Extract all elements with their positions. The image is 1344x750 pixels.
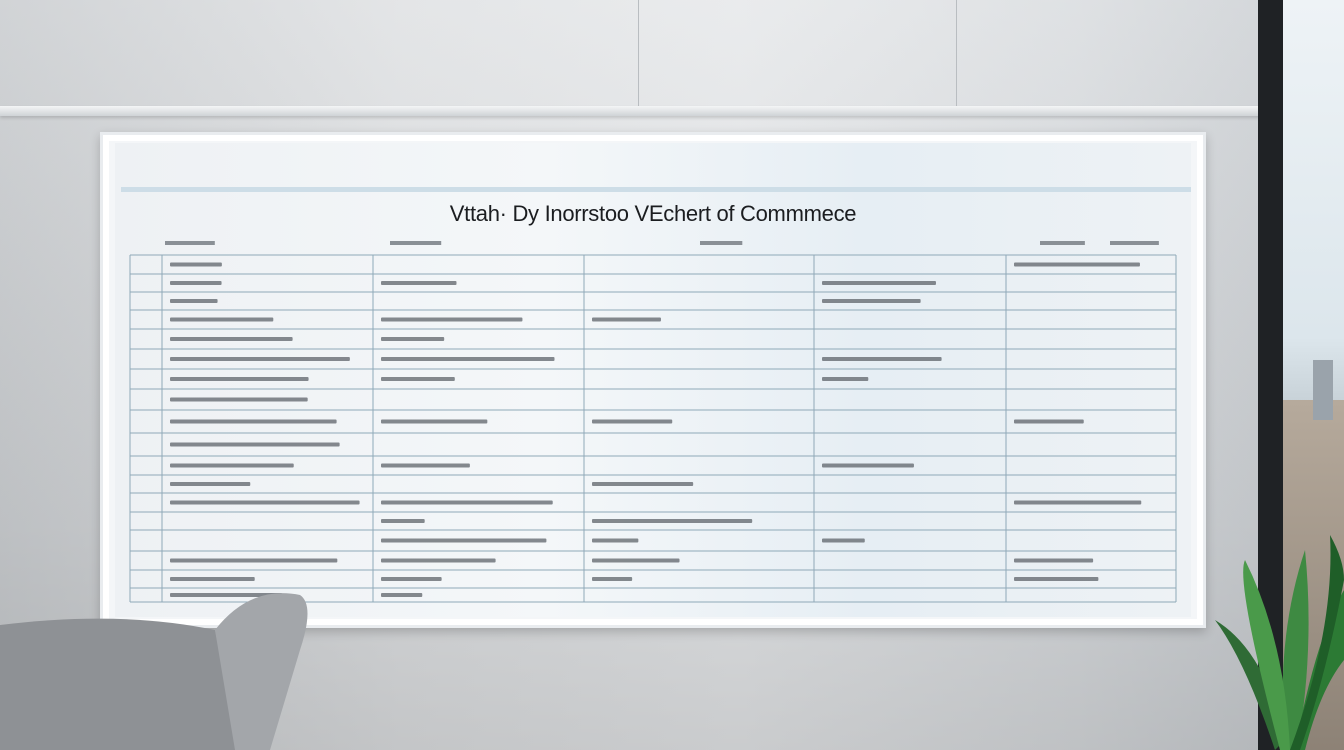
cell-scribble (592, 538, 639, 543)
plant (1215, 535, 1344, 750)
cell-scribble (170, 419, 337, 424)
cell-scribble (381, 500, 553, 505)
cell-scribble (381, 419, 488, 424)
header-scribble (390, 241, 442, 245)
cell-scribble (381, 337, 445, 341)
cell-scribble (170, 593, 283, 597)
cell-scribble (170, 262, 222, 267)
cell-scribble (822, 299, 921, 303)
cell-scribble (822, 538, 865, 543)
cell-scribble (170, 577, 255, 581)
cell-scribble (170, 442, 340, 447)
cell-scribble (170, 482, 251, 486)
top-band (121, 187, 1191, 192)
cell-scribble (381, 593, 423, 597)
cell-scribble (170, 357, 350, 361)
chair (0, 593, 308, 750)
cell-scribble (381, 538, 547, 543)
cell-scribble (381, 463, 470, 468)
cell-scribble (170, 281, 222, 285)
cell-scribble (592, 577, 633, 581)
cell-scribble (381, 281, 457, 285)
cell-scribble (170, 377, 309, 381)
cell-scribble (170, 397, 308, 402)
cell-scribble (1014, 262, 1140, 267)
cell-scribble (592, 482, 694, 486)
cell-scribble (381, 519, 425, 523)
cell-scribble (381, 377, 455, 381)
cell-scribble (822, 463, 914, 468)
cell-scribble (1014, 419, 1084, 424)
header-scribble (700, 241, 743, 245)
cell-scribble (592, 317, 661, 322)
cell-scribble (592, 419, 673, 424)
cell-scribble (170, 317, 274, 322)
cell-scribble (170, 337, 293, 341)
cell-scribble (170, 463, 294, 468)
cell-scribble (592, 519, 753, 523)
hanging-wire (956, 0, 957, 108)
cell-scribble (1014, 558, 1094, 563)
hanging-wire (638, 0, 639, 108)
cell-scribble (822, 377, 869, 381)
tower (1313, 360, 1333, 420)
cell-scribble (822, 281, 936, 285)
header-scribble (1110, 241, 1159, 245)
cell-scribble (381, 558, 496, 563)
header-scribble (165, 241, 215, 245)
cell-scribble (381, 577, 442, 581)
cell-scribble (381, 357, 555, 361)
cell-scribble (170, 299, 218, 303)
cell-scribble (170, 500, 360, 505)
cell-scribble (1014, 500, 1142, 505)
cell-scribble (381, 317, 523, 322)
ceiling-rail (0, 106, 1270, 116)
cell-scribble (1014, 577, 1099, 581)
cell-scribble (170, 558, 338, 563)
header-scribble (1040, 241, 1085, 245)
whiteboard-title: Vttah· Dy Inorrstoo VEchert of Commmece (449, 201, 857, 226)
cell-scribble (592, 558, 680, 563)
cell-scribble (822, 357, 942, 361)
